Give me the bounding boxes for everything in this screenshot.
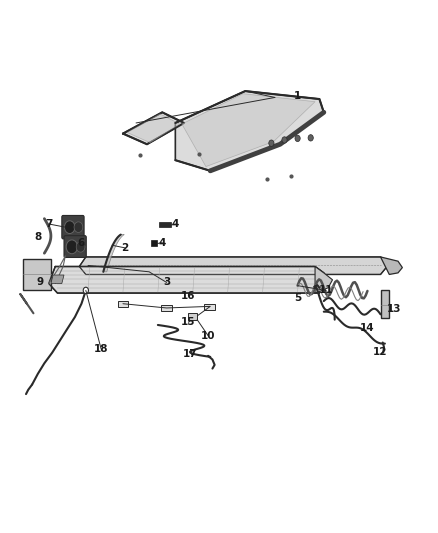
Bar <box>151 240 157 246</box>
Bar <box>161 305 172 311</box>
Text: 10: 10 <box>201 330 215 341</box>
Circle shape <box>74 222 83 232</box>
Text: 1: 1 <box>294 91 301 101</box>
Circle shape <box>76 241 85 252</box>
Text: 14: 14 <box>360 322 375 333</box>
Bar <box>204 304 215 310</box>
Text: 2: 2 <box>121 243 129 253</box>
Polygon shape <box>79 257 389 274</box>
Polygon shape <box>49 266 324 293</box>
Text: 7: 7 <box>45 219 53 229</box>
Polygon shape <box>51 275 64 284</box>
Polygon shape <box>175 91 324 171</box>
Text: 5: 5 <box>294 293 301 303</box>
Text: 18: 18 <box>94 344 108 354</box>
Circle shape <box>66 240 78 254</box>
Bar <box>118 301 128 307</box>
Polygon shape <box>315 266 332 293</box>
Bar <box>188 313 197 320</box>
Text: 8: 8 <box>34 232 42 243</box>
Polygon shape <box>127 114 180 143</box>
Polygon shape <box>381 257 403 274</box>
Circle shape <box>64 221 75 233</box>
Circle shape <box>308 135 313 141</box>
Circle shape <box>295 135 300 142</box>
Polygon shape <box>123 112 184 144</box>
Text: 11: 11 <box>319 286 333 295</box>
Bar <box>381 290 389 318</box>
Polygon shape <box>182 94 315 166</box>
Circle shape <box>282 137 287 143</box>
Bar <box>22 259 51 290</box>
Bar <box>159 222 171 227</box>
FancyBboxPatch shape <box>62 215 84 239</box>
Text: 16: 16 <box>181 290 196 301</box>
Circle shape <box>83 287 88 294</box>
Text: 6: 6 <box>78 238 85 247</box>
Text: 4: 4 <box>172 219 179 229</box>
FancyBboxPatch shape <box>64 236 86 257</box>
Polygon shape <box>103 235 124 272</box>
Text: 4: 4 <box>159 238 166 247</box>
Text: 15: 15 <box>181 317 196 327</box>
Circle shape <box>269 140 274 147</box>
Text: 12: 12 <box>373 346 388 357</box>
Text: 3: 3 <box>163 278 170 287</box>
Text: 9: 9 <box>36 278 43 287</box>
Text: 17: 17 <box>184 349 198 359</box>
Text: 13: 13 <box>386 304 401 314</box>
